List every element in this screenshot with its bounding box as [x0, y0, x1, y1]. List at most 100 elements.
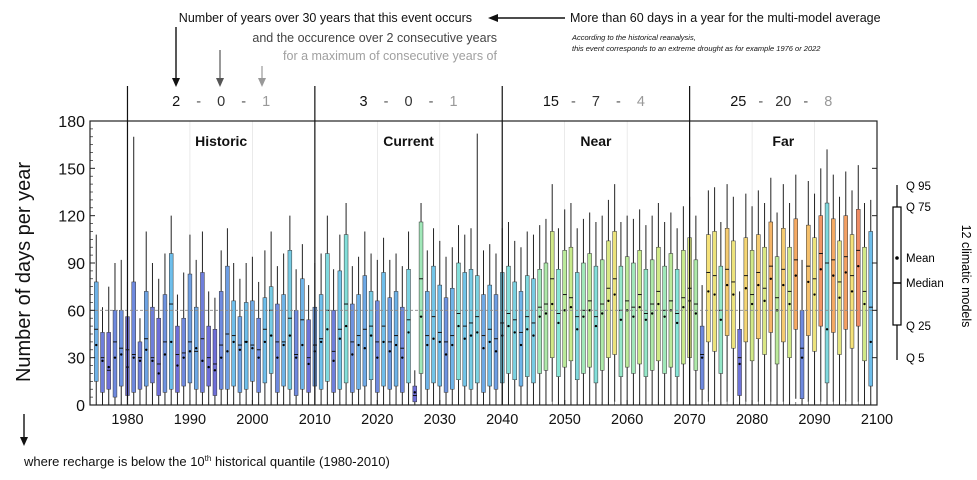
box: [400, 306, 405, 393]
box: [568, 246, 574, 362]
mean-point: [419, 315, 423, 318]
mean-point: [869, 340, 872, 344]
mean-point: [619, 318, 623, 321]
mean-point: [232, 340, 235, 344]
box: [624, 256, 630, 368]
mean-point: [226, 350, 229, 353]
box: [381, 272, 386, 387]
x-tick-label: 2030: [424, 412, 456, 428]
mean-point: [194, 347, 198, 350]
mean-point: [438, 340, 441, 344]
count-separator: -: [196, 94, 201, 110]
mean-point: [844, 271, 847, 274]
period-count: 0: [405, 94, 413, 110]
box: [456, 262, 461, 381]
x-tick-label: 1980: [111, 412, 143, 428]
mean-point: [332, 359, 335, 363]
down-arrow-icon: [216, 50, 224, 87]
box: [100, 332, 105, 393]
legend-q25: Q 25: [906, 321, 931, 333]
box: [300, 278, 305, 390]
box: [162, 294, 168, 393]
period-count: 15: [543, 94, 559, 110]
mean-point: [613, 293, 616, 296]
box: [237, 316, 243, 393]
mean-point: [238, 348, 242, 351]
mean-point: [532, 334, 535, 337]
mean-point: [107, 365, 110, 369]
mean-point: [413, 391, 416, 394]
box: [575, 272, 580, 381]
mean-point: [463, 337, 466, 340]
box: [468, 269, 474, 390]
box: [187, 273, 193, 384]
mean-point: [207, 365, 210, 369]
mean-point: [832, 274, 835, 277]
box: [562, 250, 567, 368]
mean-point: [457, 324, 460, 328]
mean-point: [769, 277, 773, 280]
box: [169, 253, 174, 390]
mean-point: [188, 350, 192, 353]
box: [362, 275, 368, 387]
count-separator: -: [429, 94, 434, 110]
box: [431, 265, 436, 384]
legend-title: 12 climatic models: [959, 225, 973, 328]
threshold-title: More than 60 days in a year for the mult…: [570, 11, 881, 25]
annotation-line2: and the occurence over 2 consecutive yea…: [252, 31, 497, 45]
box: [131, 281, 136, 393]
box: [281, 294, 286, 387]
mean-point: [394, 343, 398, 347]
count-separator: -: [803, 94, 808, 110]
box: [612, 231, 617, 355]
mean-point: [707, 290, 710, 293]
mean-point: [251, 347, 254, 350]
mean-point: [588, 309, 591, 312]
mean-point: [120, 353, 123, 356]
mean-point: [376, 356, 379, 359]
box: [512, 281, 517, 381]
x-tick-label: 1990: [174, 412, 206, 428]
count-separator: -: [571, 94, 576, 110]
mean-point: [369, 334, 373, 337]
box: [649, 259, 655, 371]
y-tick-label: 120: [58, 209, 85, 226]
mean-point: [863, 302, 866, 306]
period-count: 1: [450, 94, 458, 110]
mean-point: [157, 372, 160, 375]
box: [268, 286, 274, 374]
mean-point: [388, 350, 392, 353]
box: [450, 287, 455, 390]
box: [387, 297, 392, 390]
box: [212, 329, 218, 396]
mean-point: [744, 287, 748, 290]
y-tick-label: 60: [67, 303, 85, 320]
mean-point: [788, 302, 791, 306]
box: [693, 259, 699, 371]
mean-point: [451, 343, 454, 347]
mean-point: [219, 356, 223, 359]
mean-point: [426, 343, 429, 347]
box: [531, 278, 536, 384]
box: [475, 275, 480, 384]
mean-point: [301, 343, 304, 347]
mean-point: [145, 348, 148, 351]
mean-point: [169, 340, 173, 344]
box: [543, 262, 549, 371]
box: [418, 221, 424, 374]
mean-point: [650, 312, 654, 315]
mean-point: [825, 328, 829, 331]
mean-point: [263, 340, 267, 344]
mean-point: [800, 356, 804, 359]
box: [481, 294, 486, 393]
box: [712, 231, 717, 352]
box: [506, 265, 511, 374]
period-count: 7: [592, 94, 600, 110]
period-count: 2: [172, 94, 180, 110]
mean-point: [401, 356, 404, 359]
mean-point: [551, 302, 554, 306]
footer-post: historical quantile (1980-2010): [211, 454, 390, 469]
box: [737, 329, 742, 396]
mean-point: [444, 353, 448, 356]
mean-point: [813, 293, 816, 296]
